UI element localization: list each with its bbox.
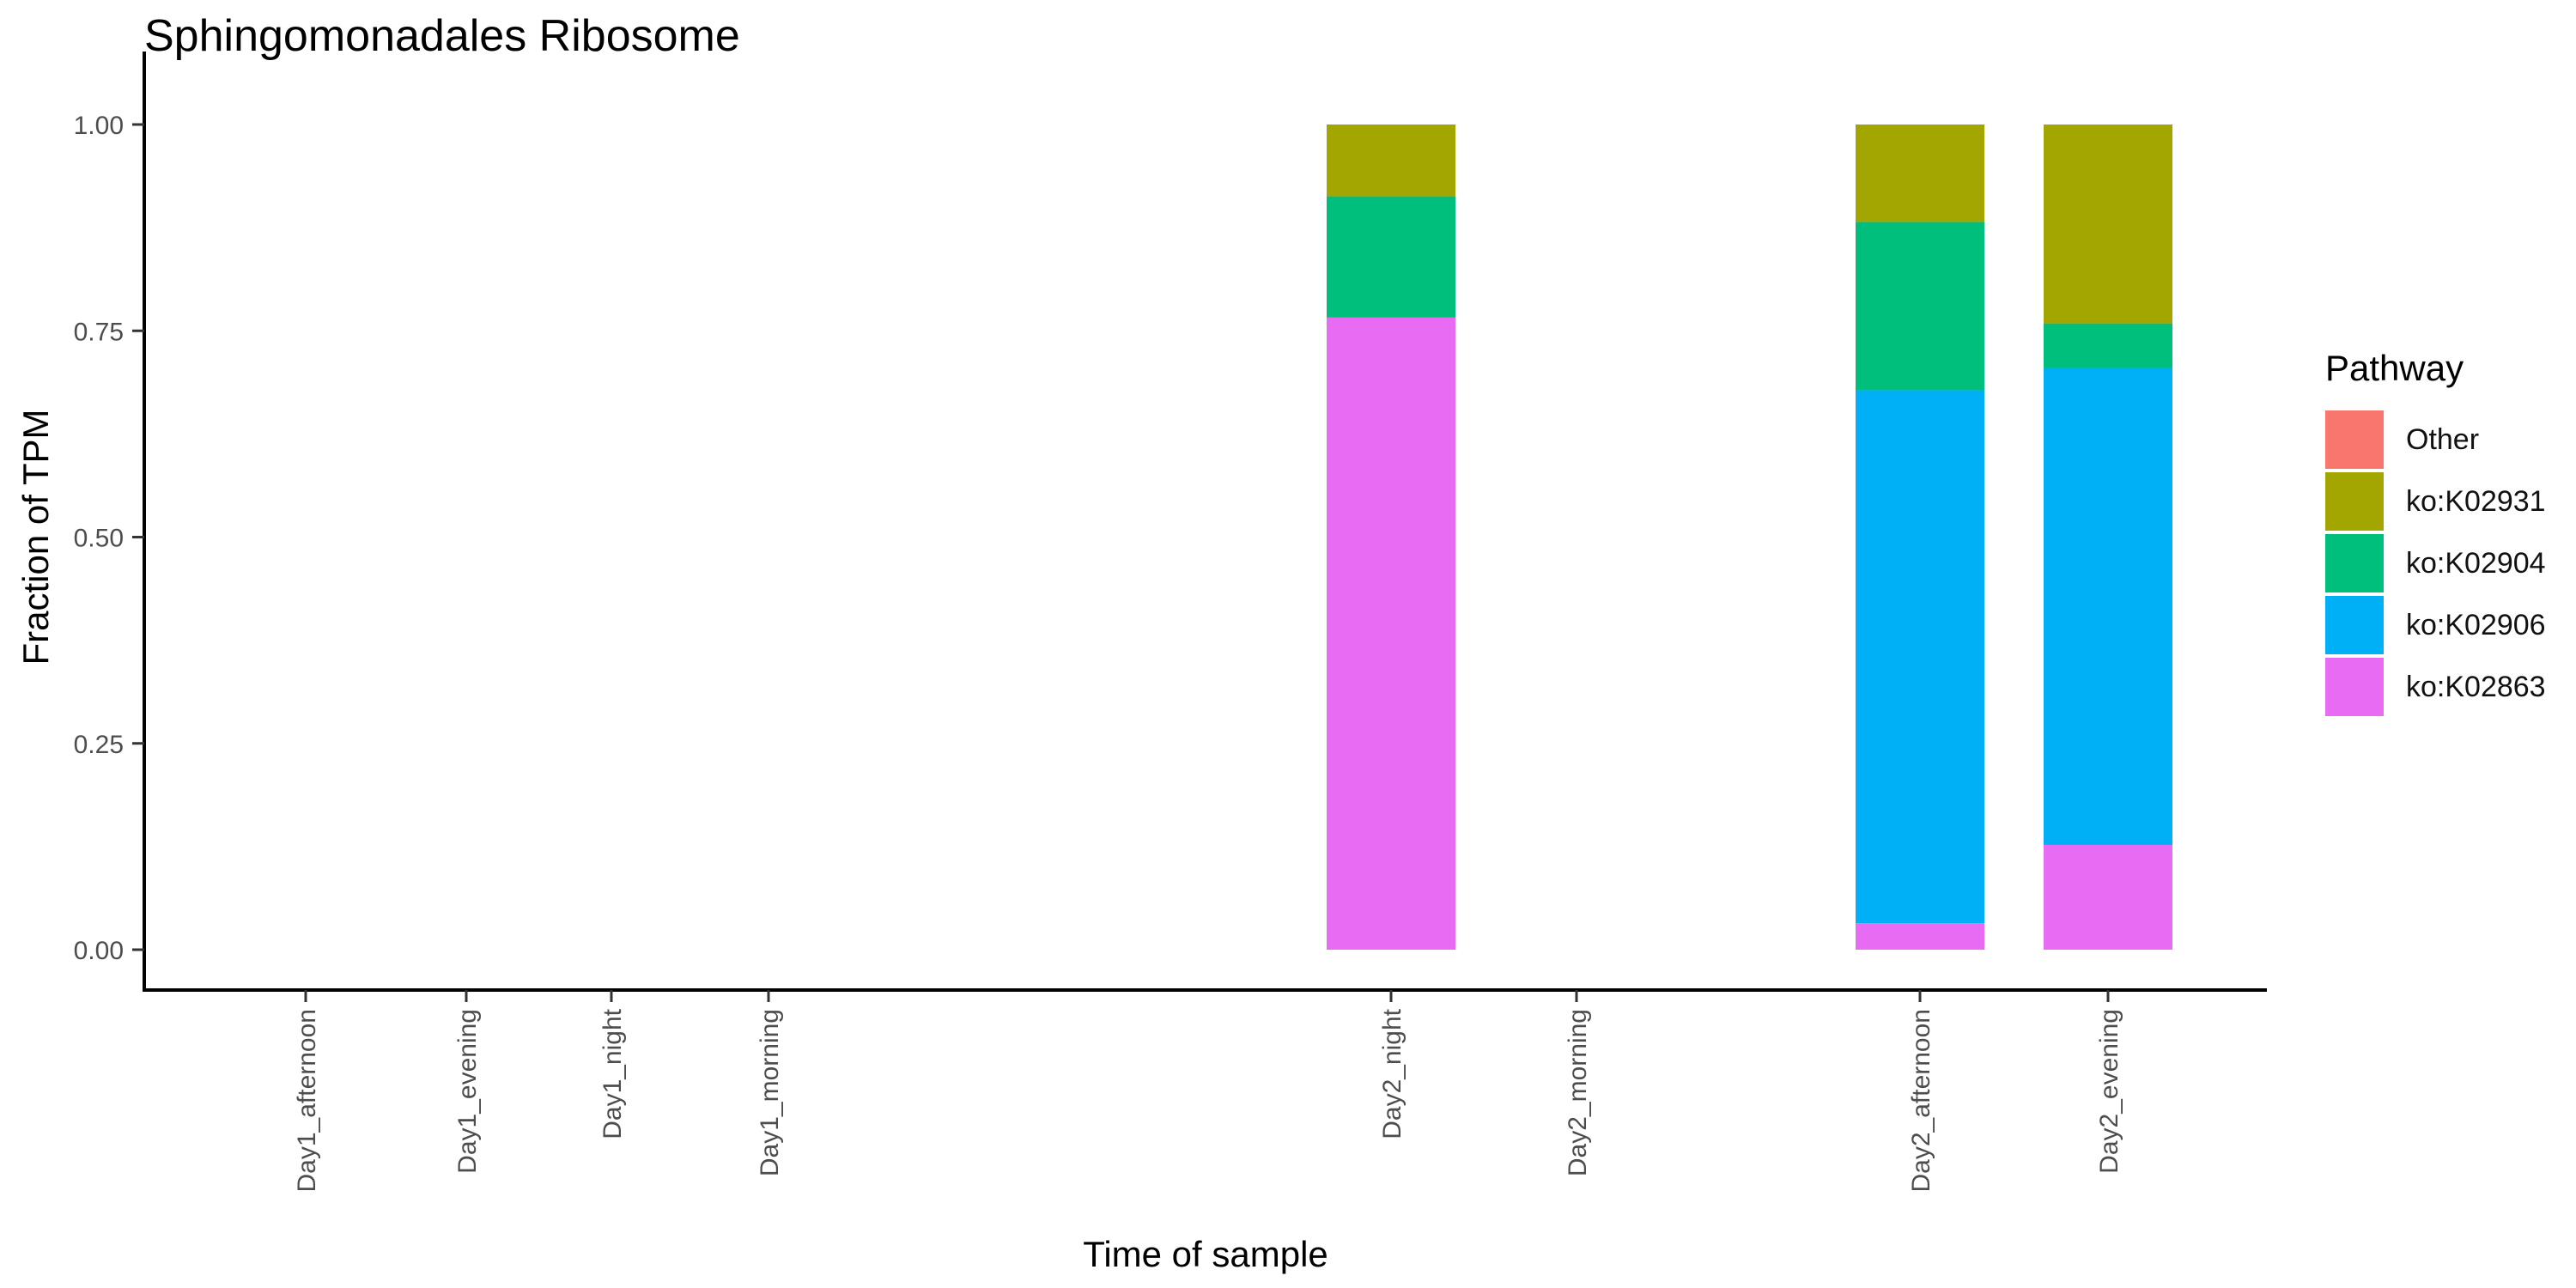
legend-item: ko:K02904 [2325,534,2546,592]
x-tick-label: Day2_night [1378,1008,1406,1139]
legend-key [2325,472,2384,531]
bar-segment [2044,323,2172,368]
y-tick-label: 1.00 [74,112,124,140]
legend-key [2325,534,2384,592]
x-tick-label: Day2_evening [2095,1009,2123,1174]
bar-segment [2044,125,2172,324]
bar-segment [1856,222,1984,391]
x-tick-label: Day1_evening [453,1009,482,1174]
y-tick-label: 0.25 [74,731,124,759]
legend-key [2325,596,2384,654]
bar-segment [1856,390,1984,924]
x-tick-label: Day2_afternoon [1907,1009,1935,1193]
legend-label: Other [2406,422,2480,456]
bar-segment [2044,368,2172,845]
x-axis-title: Time of sample [1083,1234,1328,1274]
x-tick-label: Day1_afternoon [293,1009,321,1193]
bar-segment [1327,317,1455,950]
legend-key [2325,410,2384,469]
legend-item: ko:K02931 [2325,472,2546,531]
y-axis-title: Fraction of TPM [15,410,56,665]
chart-title: Sphingomonadales Ribosome [144,11,740,61]
y-tick-label: 0.75 [74,318,124,346]
legend-label: ko:K02906 [2406,608,2546,641]
x-tick-label: Day2_morning [1564,1009,1592,1176]
y-tick-label: 0.00 [74,937,124,965]
legend-item: ko:K02863 [2325,658,2546,716]
bar-segment [2044,844,2172,950]
x-tick-label: Day1_morning [756,1009,784,1176]
x-tick-label: Day1_night [598,1008,627,1139]
legend-key [2325,658,2384,716]
legend-title: Pathway [2325,348,2464,388]
bar-segment [1327,125,1455,197]
legend-label: ko:K02931 [2406,484,2546,518]
legend-item: ko:K02906 [2325,596,2546,654]
legend-label: ko:K02904 [2406,546,2546,580]
bar-segment [1856,125,1984,222]
bar-segment [1327,196,1455,318]
bar-segment [1856,923,1984,950]
legend-item: Other [2325,410,2479,469]
y-tick-label: 0.50 [74,525,124,553]
legend-label: ko:K02863 [2406,670,2546,703]
